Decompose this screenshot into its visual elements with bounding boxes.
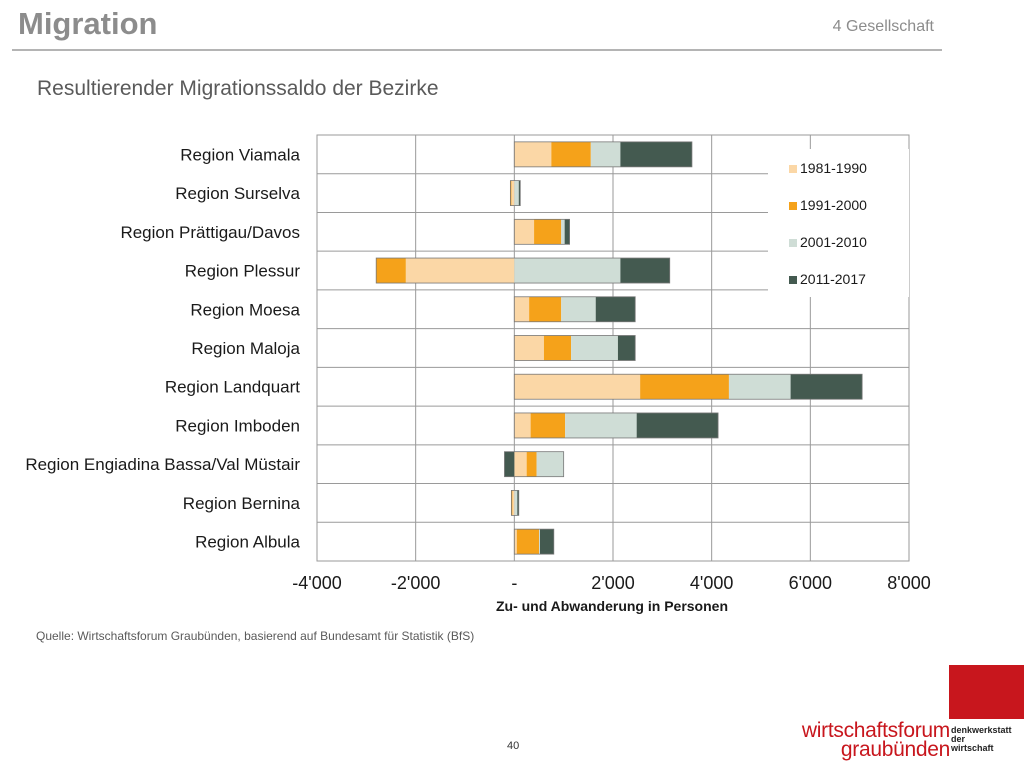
category-label: Region Plessur [185,262,301,281]
bar-outline [513,296,636,323]
migration-bar-chart: Region Viamala Region Surselva Region Prät… [25,134,931,614]
bar-2011-2017-region-moesa [595,296,636,322]
bar-2011-2017-region-maloja [617,335,636,361]
bar-2011-2017-region-viamala [620,141,692,167]
legend-swatch-2001-2010 [789,239,797,247]
tagline-line-3: wirtschaft [951,743,994,753]
x-tick-label: 4'000 [690,573,733,593]
bar-2011-2017-region-albula [539,529,554,555]
header-divider [12,49,942,51]
category-label: Region Viamala [180,145,300,164]
bar-1991-2000-region-imboden [530,412,566,438]
category-label: Region Imboden [175,416,300,435]
bar-outline [513,528,555,555]
bar-2011-2017-region-imboden [636,412,719,438]
legend-label-1991-2000: 1991-2000 [800,197,867,213]
bar-1991-2000-region-albula [516,529,539,555]
bar-outline [504,451,565,478]
bar-1981-1990-region-landquart [514,374,641,400]
bar-1981-1990-region-surselva [511,180,515,206]
bar-outline [375,257,671,284]
category-label: Region Prättigau/Davos [120,223,300,242]
bar-2001-2010-region-engiadina-bassa-val-m-stair [536,451,564,477]
bar-outline [513,412,719,439]
bar-2011-2017-region-bernina [517,490,519,516]
bar-2001-2010-region-albula [539,529,540,555]
x-tick-label: 6'000 [789,573,832,593]
bar-1991-2000-region-maloja [543,335,572,361]
bar-outline [513,141,693,168]
bar-2001-2010-region-plessur [514,258,621,284]
bar-1981-1990-region-pr-ttigau-davos [514,219,535,245]
legend-label-2011-2017: 2011-2017 [800,271,866,287]
bar-1991-2000-region-plessur [376,258,406,284]
x-tick-label: 8'000 [887,573,930,593]
tagline-line-1: denkwerkstatt [951,725,1012,735]
page-number: 40 [507,740,520,752]
bar-2001-2010-region-moesa [561,296,596,322]
legend-swatch-1991-2000 [789,202,797,210]
bar-1991-2000-region-pr-ttigau-davos [534,219,562,245]
x-tick-label: 2'000 [591,573,634,593]
bar-1981-1990-region-imboden [514,412,531,438]
bar-1991-2000-region-viamala [551,141,591,167]
x-tick-label: - [511,573,517,593]
category-label: Region Engiadina Bassa/Val Müstair [25,455,300,474]
bar-2001-2010-region-maloja [571,335,618,361]
bar-2001-2010-region-surselva [514,180,519,206]
bar-1981-1990-region-moesa [514,296,530,322]
bar-1981-1990-region-viamala [514,141,552,167]
x-tick-label: -4'000 [292,573,341,593]
x-axis-title: Zu- und Abwanderung in Personen [496,598,728,614]
bar-2001-2010-region-bernina [514,490,518,516]
bar-1991-2000-region-moesa [529,296,562,322]
category-label: Region Moesa [190,300,300,319]
bar-1991-2000-region-bernina [511,490,513,516]
brand-logo: wirtschaftsforum graubünden [800,719,950,761]
legend-box [768,149,909,297]
bar-2001-2010-region-pr-ttigau-davos [561,219,565,245]
bar-1991-2000-region-engiadina-bassa-val-m-stair [526,451,537,477]
category-label: Region Bernina [183,494,301,513]
page-title: Migration [18,6,158,41]
legend-label-2001-2010: 2001-2010 [800,234,867,250]
bar-2011-2017-region-plessur [620,258,670,284]
bar-1981-1990-region-engiadina-bassa-val-m-stair [514,451,527,477]
bar-outline [509,180,521,206]
bar-outline [513,335,636,361]
brand-red-block [949,665,1024,719]
category-label: Region Landquart [165,378,300,397]
category-label: Region Surselva [175,184,300,203]
bar-2001-2010-region-landquart [728,374,791,400]
bar-2011-2017-region-landquart [790,374,863,400]
chart-subtitle: Resultierender Migrationssaldo der Bezir… [37,77,439,100]
tagline-line-2: der [951,734,966,744]
bar-2001-2010-region-viamala [590,141,621,167]
bar-1981-1990-region-plessur [405,258,515,284]
legend-label-1981-1990: 1981-1990 [800,160,867,176]
legend-swatch-1981-1990 [789,165,797,173]
category-label: Region Maloja [191,339,300,358]
logo-line-2: graubünden [840,738,950,761]
bar-1981-1990-region-albula [514,529,517,555]
bar-1981-1990-region-bernina [512,490,515,516]
section-label: 4 Gesellschaft [832,18,934,35]
bar-2011-2017-region-surselva [518,180,521,206]
bar-outline [510,490,520,516]
bar-2011-2017-region-engiadina-bassa-val-m-stair [504,451,515,477]
bar-2001-2010-region-imboden [565,412,637,438]
bar-outline [513,373,863,400]
logo-line-1: wirtschaftsforum [801,719,950,742]
legend-swatch-2011-2017 [789,276,797,284]
bar-outline [513,218,570,245]
brand-tagline: denkwerkstatt der wirtschaft [951,726,1012,753]
category-label: Region Albula [195,533,300,552]
bar-1981-1990-region-maloja [514,335,544,361]
source-note: Quelle: Wirtschaftsforum Graubünden, bas… [36,629,475,643]
bar-1991-2000-region-surselva [510,180,512,206]
x-tick-label: -2'000 [391,573,440,593]
bar-2011-2017-region-pr-ttigau-davos [564,219,570,245]
bar-1991-2000-region-landquart [640,374,729,400]
